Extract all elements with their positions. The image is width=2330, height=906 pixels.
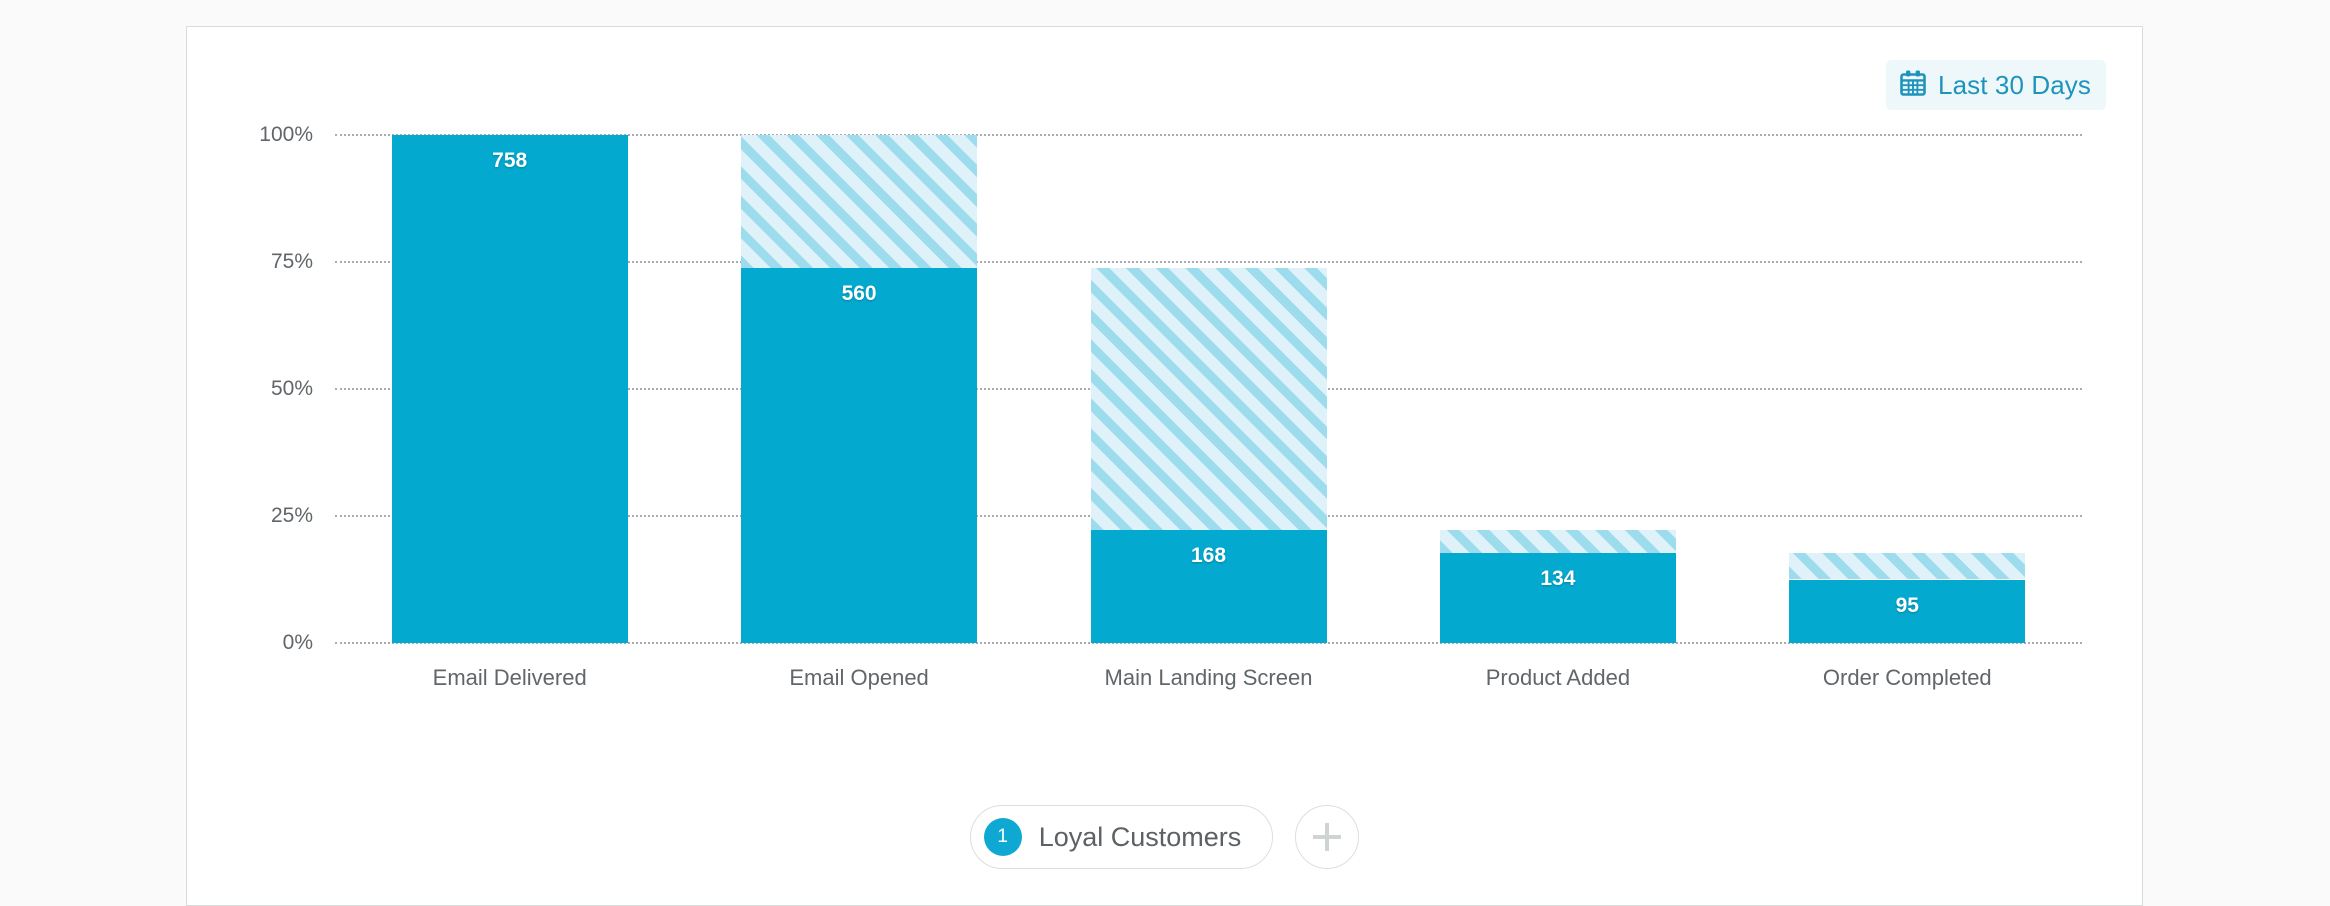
y-axis-tick-label: 0% [282,631,313,654]
chart-legend: 1 Loyal Customers [187,805,2142,869]
legend-series-badge: 1 [983,818,1022,856]
legend-series-label: Loyal Customers [1038,821,1242,852]
x-axis-category-label: Main Landing Screen [1104,665,1313,690]
x-axis-category-label: Email Opened [789,665,929,690]
plot-canvas: 0% 25% 50% 75% 100% 758 Email Delivered 560 Ema… [259,123,2082,690]
y-axis-tick-label: 75% [270,250,313,273]
funnel-plot-area: 0% 25% 50% 75% 100% 758 Email Delivered 560 Ema… [187,27,2142,905]
date-range-label: Last 30 Days [1938,69,2091,100]
bar-dropoff-segment [1439,530,1676,554]
x-axis-category-label: Email Delivered [432,665,587,690]
bar-group[interactable]: 134 Product Added [1439,135,1676,690]
bar-solid-segment[interactable] [741,267,978,643]
bar-group[interactable]: 758 Email Delivered [391,135,628,690]
gridline [335,261,2082,263]
add-series-button[interactable] [1295,805,1360,869]
funnel-chart-card: Last 30 Days 0% 25% 50% 75% 100% 758 Email De… [186,26,2143,906]
bar-solid-segment[interactable] [1789,579,2026,643]
bar-group[interactable]: 95 Order Completed [1789,135,2026,690]
plus-icon [1313,823,1342,851]
x-axis-category-label: Product Added [1485,665,1631,690]
bar-dropoff-segment [741,135,978,268]
bar-dropoff-segment [1789,553,2026,580]
bar-group[interactable]: 560 Email Opened [741,135,978,690]
legend-items: 1 Loyal Customers [969,805,1274,869]
y-axis-tick-label: 50% [270,377,313,400]
bar-solid-segment[interactable] [1439,553,1676,643]
bar-solid-segment[interactable] [391,135,628,643]
date-range-button[interactable]: Last 30 Days [1886,60,2106,110]
legend-series-pill[interactable]: 1 Loyal Customers [969,805,1274,869]
bar-series: 758 Email Delivered 560 Email Opened 168 Main… [335,135,2082,690]
y-axis-tick-label: 100% [259,123,313,146]
x-axis-category-label: Order Completed [1822,665,1992,690]
bar-dropoff-segment [1090,267,1327,531]
bar-group[interactable]: 168 Main Landing Screen [1090,135,1327,690]
calendar-icon [1899,69,1927,102]
bar-solid-segment[interactable] [1090,530,1327,643]
gridline [335,134,2082,136]
gridline [335,642,2082,644]
y-axis-tick-label: 25% [270,504,313,527]
